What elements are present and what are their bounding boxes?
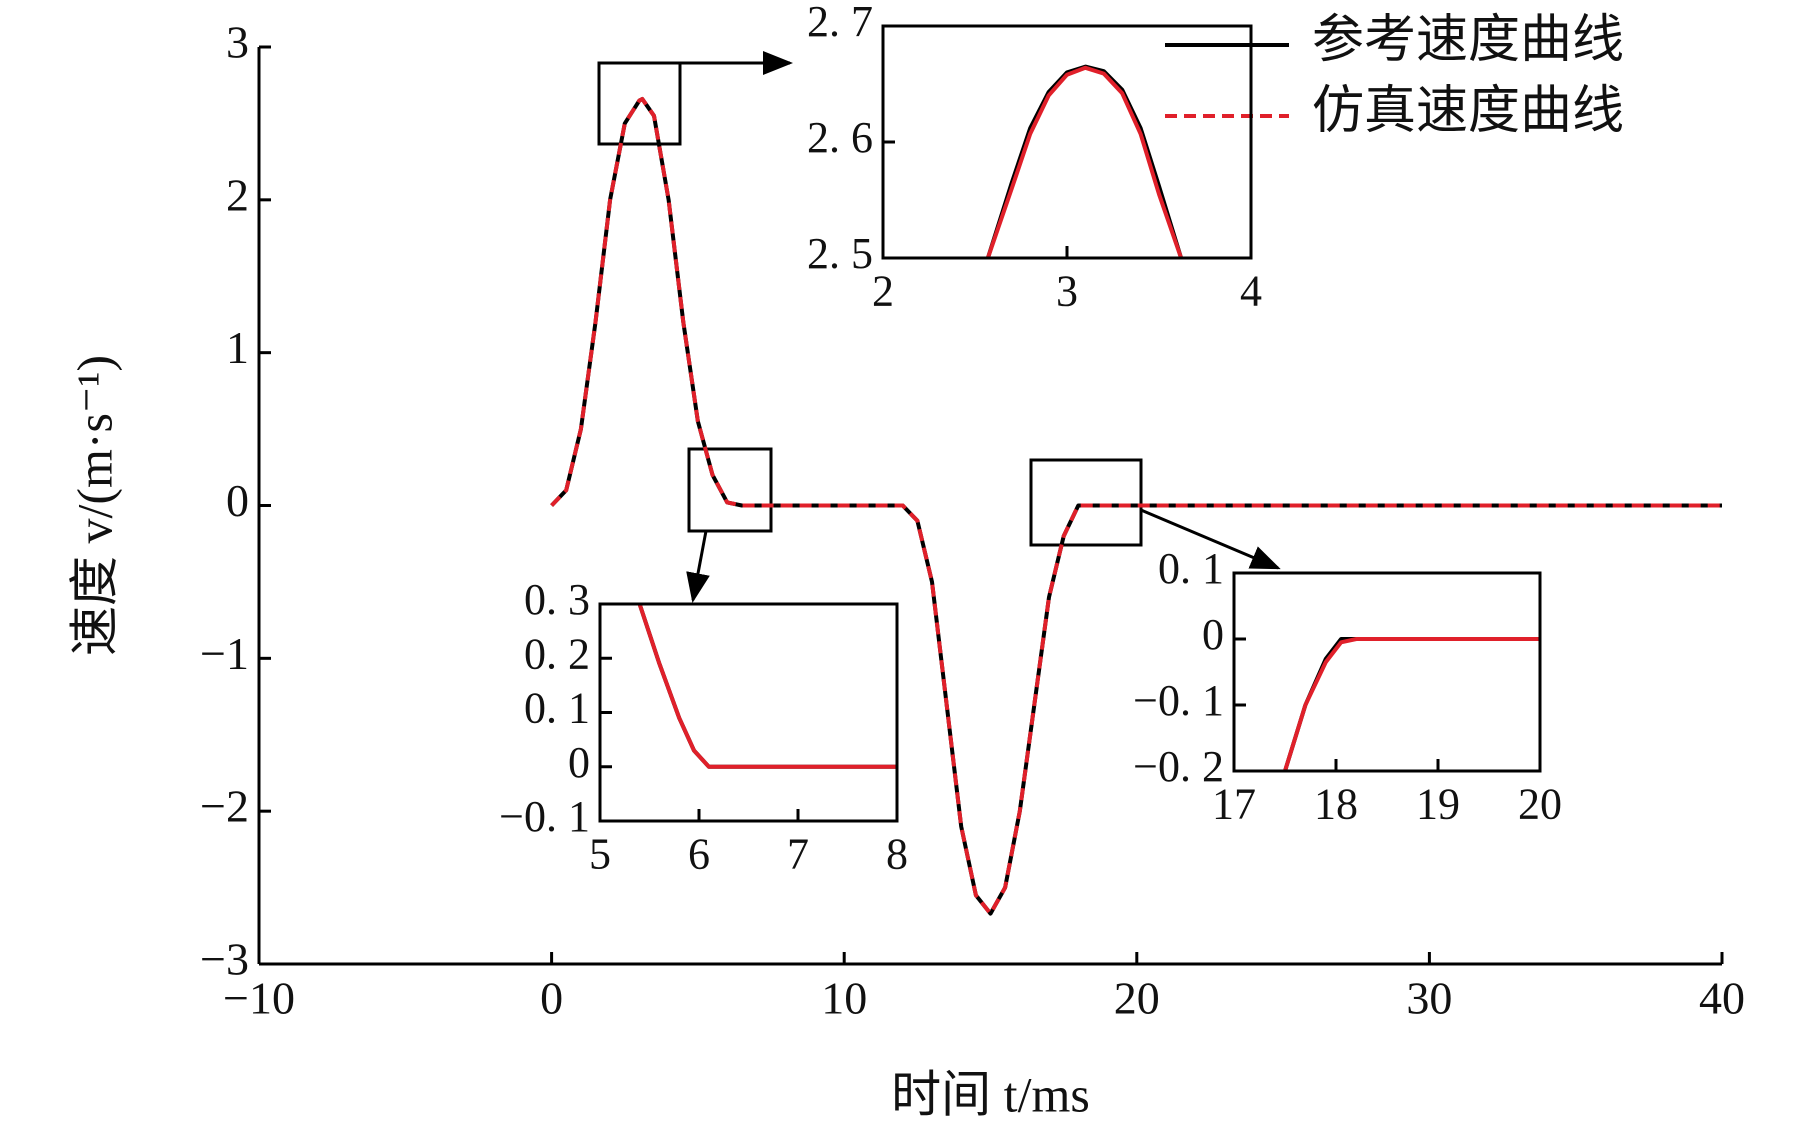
y-tick-label: −0. 2 [1133,742,1224,791]
y-tick-label: 0 [568,738,590,787]
arrow [1140,508,1281,570]
x-tick-label: 3 [1056,266,1078,315]
series-line [550,97,1722,916]
y-tick-label: −1 [200,628,249,679]
x-tick-label: −10 [223,973,295,1024]
x-tick-label: 20 [1518,779,1562,828]
x-tick-label: 19 [1416,779,1460,828]
series-line [985,64,1184,259]
series-line [637,603,897,769]
zoom-box [687,447,773,533]
plot-frame [881,24,1253,260]
x-tick-label: 7 [787,829,809,878]
y-tick-label: −3 [200,934,249,985]
series-line [1283,637,1540,772]
y-tick-label: 0. 1 [524,684,590,733]
plot: 2 3 4 2. 5 2. 6 2. 7 [807,0,1262,315]
plot-frame [1232,571,1542,773]
y-tick-label: 2 [226,169,249,220]
x-tick-label: 17 [1212,779,1256,828]
y-tick-label: 2. 6 [807,113,873,162]
zoom-boxes [597,51,1281,603]
x-axis-label: 时间 t/ms [891,1066,1090,1122]
y-tick-label: 0. 3 [524,575,590,624]
y-axis-label: 速度 v/(m·s⁻¹) [66,355,122,656]
y-tick-label: 0. 1 [1158,544,1224,593]
arrow [686,530,710,603]
y-tick-label: 0. 2 [524,629,590,678]
x-tick-label: 2 [872,266,894,315]
y-tick-label: −0. 1 [1133,676,1224,725]
zoom-box [1029,458,1143,547]
zoom-box [597,61,682,146]
y-tick-label: −2 [200,781,249,832]
series-line [637,603,897,769]
plot: 17 18 19 20 −0. 2 −0. 1 0 0. 1 [1133,544,1562,828]
x-tick-label: 4 [1240,266,1262,315]
y-tick-label: 3 [226,17,249,68]
series-line [986,65,1183,259]
legend-label: 仿真速度曲线 [1312,83,1624,140]
x-tick-label: 40 [1699,973,1745,1024]
y-tick-label: 2. 7 [807,0,873,46]
y-tick-label: 0 [1202,610,1224,659]
y-tick-label: 0 [226,475,249,526]
series-line [1283,637,1540,772]
legend-label: 参考速度曲线 [1312,12,1624,69]
x-tick-label: 30 [1406,973,1452,1024]
y-tick-label: 1 [226,322,249,373]
x-tick-label: 0 [540,973,563,1024]
x-tick-label: 8 [886,829,908,878]
x-tick-label: 6 [688,829,710,878]
plot-frame [598,602,899,823]
plot: 5 6 7 8 −0. 1 0 0. 1 0. 2 0. 3 [499,575,908,878]
y-tick-label: 2. 5 [807,229,873,278]
x-tick-label: 20 [1114,973,1160,1024]
x-tick-label: 5 [589,829,611,878]
y-tick-label: −0. 1 [499,792,590,841]
x-tick-label: 10 [821,973,867,1024]
x-tick-label: 18 [1314,779,1358,828]
